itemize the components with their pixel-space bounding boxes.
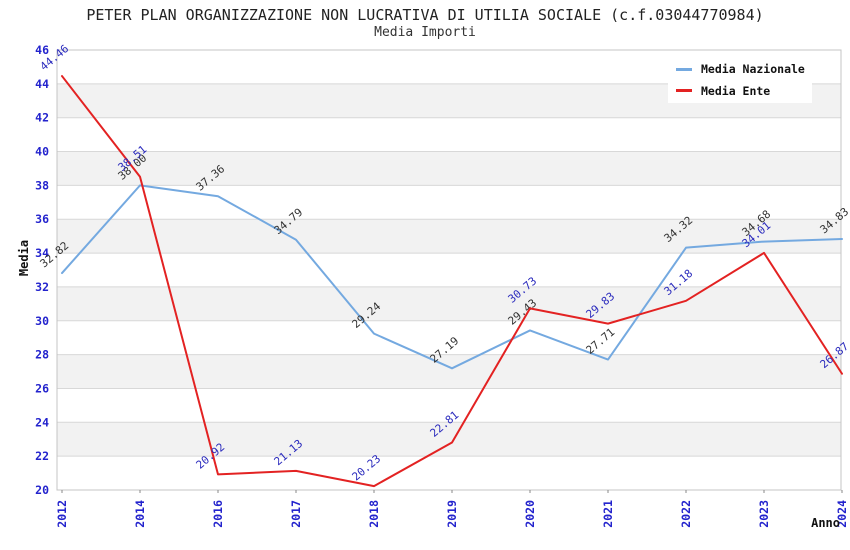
y-tick-label: 28	[35, 348, 49, 362]
y-tick-label: 34	[35, 246, 49, 260]
legend-item-media-ente: Media Ente	[676, 82, 812, 100]
x-tick-label: 2021	[601, 500, 615, 528]
plot-band	[57, 286, 841, 321]
plot-band	[57, 219, 841, 254]
x-tick-label: 2016	[211, 500, 225, 528]
x-axis-label: Anno	[811, 516, 840, 530]
series-line-media-nazionale	[61, 184, 843, 370]
legend-label: Media Ente	[701, 83, 771, 98]
y-tick-label: 42	[35, 111, 49, 125]
y-tick-label: 20	[35, 483, 49, 497]
legend-line-sample-nazionale	[676, 67, 692, 71]
plot-band	[57, 388, 841, 423]
x-tick-label: 2014	[133, 500, 147, 528]
legend-label: Media Nazionale	[701, 62, 805, 77]
plot-band	[57, 422, 841, 457]
y-tick-label: 40	[35, 145, 49, 159]
x-tick-label: 2018	[367, 500, 381, 528]
x-tick-label: 2019	[445, 500, 459, 528]
y-tick-label: 30	[35, 314, 49, 328]
legend-line-sample-ente	[676, 89, 692, 93]
y-tick-label: 32	[35, 280, 49, 294]
plot-band	[57, 320, 841, 355]
legend: Media Nazionale Media Ente	[668, 57, 812, 103]
legend-item-media-nazionale: Media Nazionale	[676, 60, 812, 78]
y-tick-label: 22	[35, 449, 49, 463]
series-line-media-ente	[61, 75, 843, 488]
plot-band	[57, 151, 841, 186]
y-tick-label: 36	[35, 212, 49, 226]
x-tick-label: 2012	[55, 500, 69, 528]
chart-title: PETER PLAN ORGANIZZAZIONE NON LUCRATIVA …	[86, 6, 764, 24]
plot-border	[56, 49, 842, 491]
x-tick-label: 2017	[289, 500, 303, 528]
y-tick-label: 44	[35, 77, 49, 91]
x-tick-label: 2020	[523, 500, 537, 528]
chart-subtitle: Media Importi	[374, 25, 476, 40]
y-tick-label: 38	[35, 178, 49, 192]
plot-band	[57, 117, 841, 152]
x-tick-label: 2024	[835, 500, 849, 528]
y-tick-label: 24	[35, 415, 49, 429]
x-tick-label: 2022	[679, 500, 693, 528]
x-tick-label: 2023	[757, 500, 771, 528]
y-tick-label: 26	[35, 381, 49, 395]
y-tick-label: 46	[35, 43, 49, 57]
plot-band	[57, 456, 841, 490]
plot-band	[57, 253, 841, 287]
plot-band	[57, 354, 841, 389]
y-axis-label: Media	[17, 240, 31, 276]
